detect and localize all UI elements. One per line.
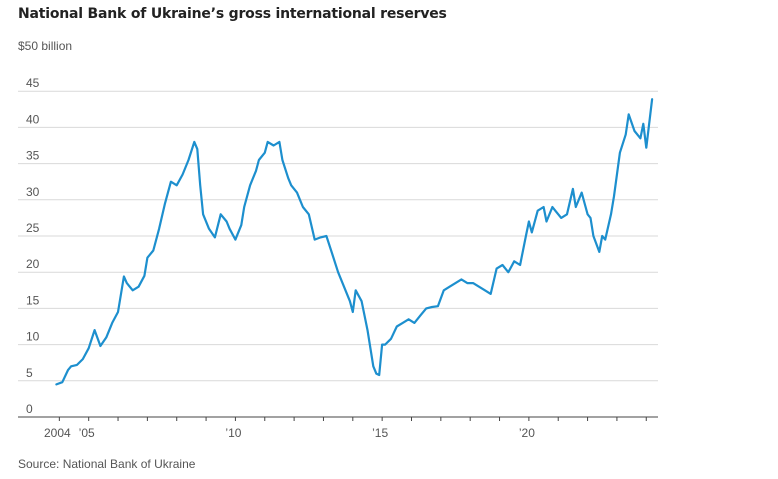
y-tick-label: 15 <box>26 293 40 307</box>
x-tick-label: ’05 <box>79 426 95 440</box>
y-tick-label: 30 <box>26 185 40 199</box>
y-tick-label: 0 <box>26 402 33 416</box>
x-tick-label: ’10 <box>225 426 241 440</box>
x-axis: 2004 ’05 ’10 ’15 ’20 <box>18 416 658 440</box>
chart-title: National Bank of Ukraine’s gross interna… <box>18 6 447 22</box>
x-tick-label: ’20 <box>519 426 535 440</box>
y-tick-label: 35 <box>26 149 40 163</box>
x-tick-label: ’15 <box>372 426 388 440</box>
y-tick-label: 10 <box>26 330 40 344</box>
y-tick-label: 45 <box>26 76 40 90</box>
source-note: Source: National Bank of Ukraine <box>18 457 196 471</box>
gridlines <box>18 90 658 382</box>
y-tick-label: 20 <box>26 257 40 271</box>
y-tick-label: 5 <box>26 366 33 380</box>
series-layer <box>55 98 654 386</box>
x-tick-label: 2004 <box>44 426 71 440</box>
y-axis-unit-label: $50 billion <box>18 39 73 53</box>
y-tick-label: 40 <box>26 112 40 126</box>
y-tick-label: 25 <box>26 221 40 235</box>
y-axis-ticks: 45 40 35 30 25 20 15 10 5 0 <box>26 76 40 416</box>
reserves-series-line <box>55 98 654 386</box>
